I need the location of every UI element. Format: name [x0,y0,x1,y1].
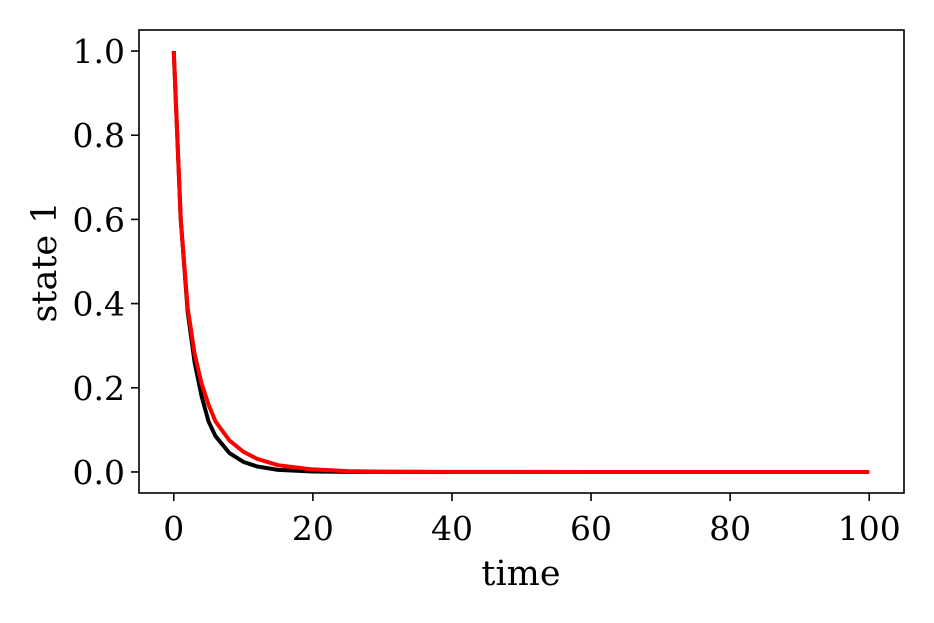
y-tick-label: 0.0 [73,453,125,492]
y-axis-label: state 1 [25,201,65,322]
x-tick-label: 0 [163,509,184,548]
y-tick-label: 0.6 [73,200,125,239]
x-tick-label: 80 [709,509,751,548]
y-tick-label: 0.8 [73,116,125,155]
x-axis-label: time [481,554,560,594]
series-layer [171,50,870,474]
x-tick-label: 60 [570,509,612,548]
series-line-2 [171,50,870,474]
x-tick-label: 20 [292,509,334,548]
y-axis: 0.0 0.2 0.4 0.6 0.8 1.0 [73,32,139,492]
x-axis: 0 20 40 60 80 100 [163,493,901,548]
plot-area [138,29,905,494]
y-tick-label: 0.2 [73,369,125,408]
y-tick-label: 0.4 [73,285,125,324]
y-tick-label: 1.0 [73,32,125,71]
x-tick-label: 100 [838,509,901,548]
x-tick-label: 40 [431,509,473,548]
